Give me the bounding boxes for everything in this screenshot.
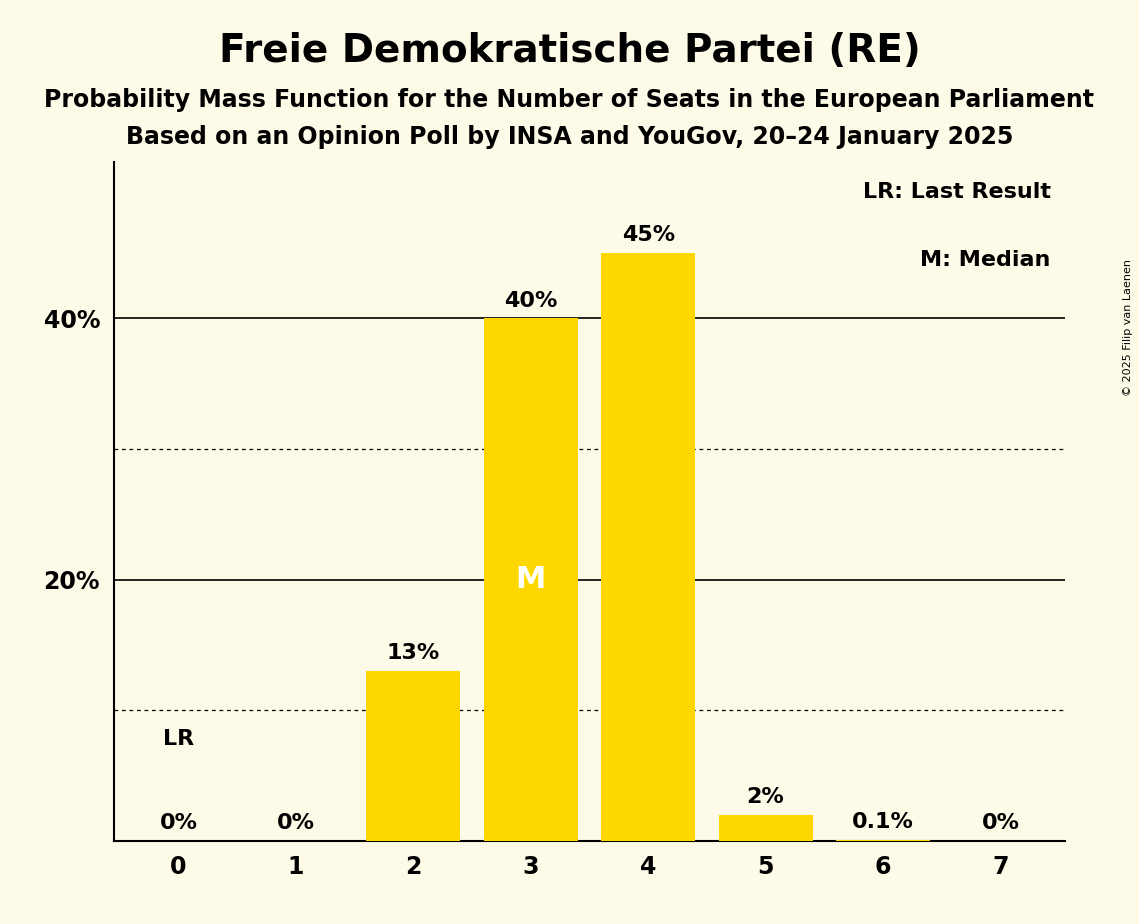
Text: 13%: 13% [386,643,440,663]
Text: 45%: 45% [622,225,674,245]
Text: M: M [516,565,546,594]
Text: 40%: 40% [505,290,557,310]
Bar [367,671,460,841]
Text: 0%: 0% [277,813,314,833]
Bar [719,815,812,841]
Text: 0.1%: 0.1% [852,811,913,832]
Text: © 2025 Filip van Laenen: © 2025 Filip van Laenen [1123,259,1133,395]
Text: M: Median: M: Median [920,250,1050,270]
Text: Probability Mass Function for the Number of Seats in the European Parliament: Probability Mass Function for the Number… [44,88,1095,112]
Text: LR: LR [163,729,194,749]
Text: Freie Demokratische Partei (RE): Freie Demokratische Partei (RE) [219,32,920,70]
Text: LR: Last Result: LR: Last Result [862,182,1050,202]
Text: 2%: 2% [747,787,785,807]
Bar [836,840,929,841]
Text: Based on an Opinion Poll by INSA and YouGov, 20–24 January 2025: Based on an Opinion Poll by INSA and You… [125,125,1014,149]
Text: 0%: 0% [982,813,1019,833]
Text: 0%: 0% [159,813,197,833]
Bar [484,319,577,841]
Bar [601,253,695,841]
